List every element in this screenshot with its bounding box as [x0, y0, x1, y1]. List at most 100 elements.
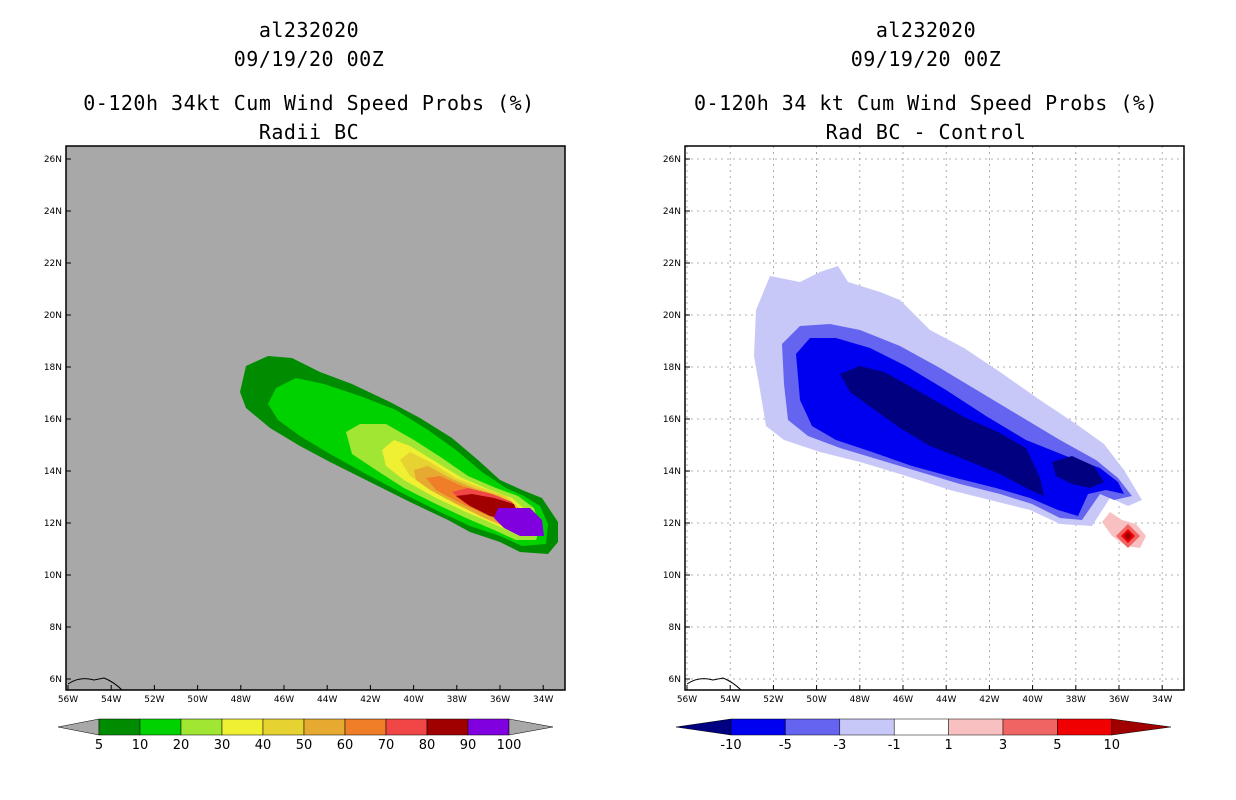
right-lon-label: 46W [893, 695, 913, 705]
right-colorbar-label: -10 [720, 738, 741, 753]
right-lat-label: 22N [663, 259, 681, 269]
left-lat-label: 10N [44, 571, 62, 581]
left-lon-label: 46W [274, 695, 294, 705]
right-lat-label: 8N [669, 623, 681, 633]
left-lat-label: 22N [44, 259, 62, 269]
left-lon-label: 44W [317, 695, 337, 705]
right-colorbar-label: -3 [833, 738, 846, 753]
right-colorbar-swatch [839, 718, 895, 736]
right-product-title: 0-120h 34 kt Cum Wind Speed Probs (%) [693, 91, 1159, 115]
left-lat-label: 20N [44, 311, 62, 321]
left-lon-label: 40W [403, 695, 423, 705]
right-lat-label: 26N [663, 155, 681, 165]
right-colorbar-swatch [893, 718, 949, 736]
left-lon-label: 34W [533, 695, 553, 705]
right-lon-label: 38W [1066, 695, 1086, 705]
left-colorbar-high-arrow [508, 718, 554, 736]
left-colorbar-label: 40 [255, 738, 272, 753]
left-colorbar-label: 20 [173, 738, 190, 753]
left-lat-label: 12N [44, 519, 62, 529]
right-colorbar: -10 -5 -3 -1 1 3 5 10 [675, 718, 1172, 753]
left-colorbar-swatch [303, 718, 346, 736]
right-subtitle: 0-120h 34 kt Cum Wind Speed Probs (%) Ra… [646, 89, 1206, 147]
left-lat-label: 18N [44, 363, 62, 373]
right-colorbar-swatch [785, 718, 841, 736]
left-colorbar-label: 60 [337, 738, 354, 753]
right-datetime: 09/19/20 00Z [850, 47, 1002, 71]
right-colorbar-high-arrow [1111, 718, 1172, 736]
left-lon-label: 52W [144, 695, 164, 705]
left-title: al232020 09/19/20 00Z [29, 16, 589, 74]
right-title: al232020 09/19/20 00Z [646, 16, 1206, 74]
right-colorbar-label: 1 [944, 738, 952, 753]
right-contour-pos10 [1124, 532, 1132, 540]
right-map-frame [684, 145, 1185, 691]
right-colorbar-swatch [1002, 718, 1058, 736]
left-colorbar-label: 90 [460, 738, 477, 753]
right-lat-label: 18N [663, 363, 681, 373]
left-map: 26N 24N 22N 20N 18N 16N 14N 12N 10N 8N 6N 56W 54W 52… [44, 145, 566, 705]
left-lat-label: 6N [50, 675, 62, 685]
right-colorbar-label: -5 [779, 738, 792, 753]
right-map: 26N 24N 22N 20N 18N 16N 14N 12N 10N 8N 6N 56W 54W 52… [663, 145, 1185, 705]
left-subtitle: 0-120h 34kt Cum Wind Speed Probs (%) Rad… [29, 89, 589, 147]
right-contour-pos1b [1104, 518, 1112, 526]
left-colorbar-swatch [426, 718, 469, 736]
right-lat-label: 6N [669, 675, 681, 685]
left-colorbar-label: 100 [497, 738, 522, 753]
right-colorbar-label: 3 [999, 738, 1007, 753]
right-lon-label: 42W [979, 695, 999, 705]
left-lon-label: 54W [101, 695, 121, 705]
left-colorbar-label: 80 [419, 738, 436, 753]
right-method-label: Rad BC - Control [825, 120, 1027, 144]
right-lon-label: 54W [720, 695, 740, 705]
right-colorbar-swatch [1057, 718, 1113, 736]
left-colorbar-label: 5 [95, 738, 103, 753]
left-colorbar-swatch [385, 718, 428, 736]
left-datetime: 09/19/20 00Z [233, 47, 385, 71]
left-colorbar-label: 30 [214, 738, 231, 753]
left-colorbar-swatch [139, 718, 182, 736]
right-lon-label: 50W [806, 695, 826, 705]
right-lat-label: 16N [663, 415, 681, 425]
left-lat-label: 26N [44, 155, 62, 165]
right-lon-label: 34W [1152, 695, 1172, 705]
right-lon-label: 52W [763, 695, 783, 705]
left-colorbar-swatch [262, 718, 305, 736]
left-method-label: Radii BC [258, 120, 360, 144]
left-product-title: 0-120h 34kt Cum Wind Speed Probs (%) [83, 91, 535, 115]
left-lon-label: 36W [490, 695, 510, 705]
right-contour-neg10b [1052, 456, 1104, 488]
left-lat-label: 8N [50, 623, 62, 633]
left-lat-label: 14N [44, 467, 62, 477]
left-colorbar-label: 10 [132, 738, 149, 753]
right-colorbar-label: -1 [888, 738, 901, 753]
left-colorbar: 5 10 20 30 40 50 60 70 80 90 100 [57, 718, 554, 753]
left-colorbar-low-arrow [57, 718, 100, 736]
right-lon-label: 36W [1109, 695, 1129, 705]
left-colorbar-swatch [221, 718, 264, 736]
right-lat-label: 24N [663, 207, 681, 217]
right-lat-label: 12N [663, 519, 681, 529]
right-lon-label: 56W [677, 695, 697, 705]
right-contour-neg10 [840, 366, 1044, 496]
left-lon-label: 50W [187, 695, 207, 705]
right-lon-label: 48W [850, 695, 870, 705]
left-map-frame [65, 145, 566, 691]
left-lon-label: 38W [447, 695, 467, 705]
right-lat-label: 10N [663, 571, 681, 581]
right-lat-label: 20N [663, 311, 681, 321]
left-colorbar-swatch [467, 718, 510, 736]
left-colorbar-label: 70 [378, 738, 395, 753]
right-colorbar-label: 5 [1053, 738, 1061, 753]
right-colorbar-low-arrow [675, 718, 732, 736]
left-lon-label: 48W [231, 695, 251, 705]
left-lon-label: 42W [360, 695, 380, 705]
right-colorbar-swatch [948, 718, 1004, 736]
left-lat-label: 24N [44, 207, 62, 217]
left-coastline [67, 677, 123, 691]
left-storm-id: al232020 [258, 18, 360, 42]
right-lon-label: 40W [1022, 695, 1042, 705]
right-lat-label: 14N [663, 467, 681, 477]
